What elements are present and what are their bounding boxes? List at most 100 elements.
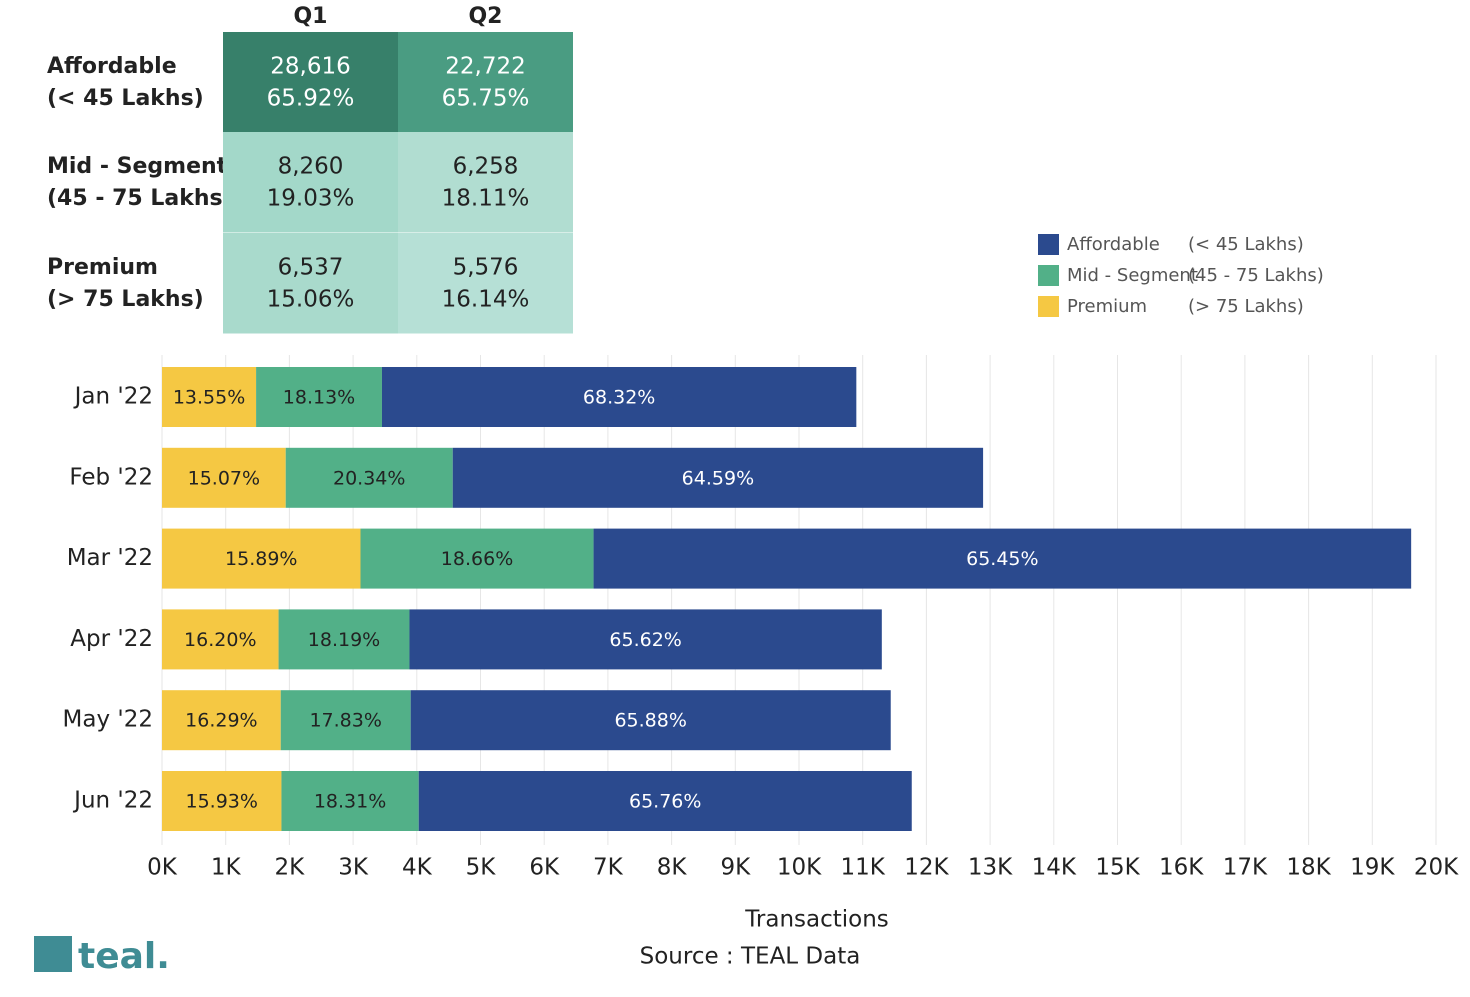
row-label: Affordable [47, 54, 177, 79]
logo-text: teal. [78, 936, 170, 977]
x-tick-label: 11K [841, 855, 886, 881]
table-cell [398, 32, 573, 133]
cell-text: 22,722 [445, 54, 525, 80]
x-tick-label: 19K [1350, 855, 1395, 881]
x-tick-label: 18K [1286, 855, 1331, 881]
source: Source : TEAL Data [640, 944, 861, 970]
segment-label: 65.62% [609, 629, 681, 651]
logo-mark [34, 936, 72, 972]
segment-label: 13.55% [173, 387, 245, 409]
y-tick-label: Jan '22 [73, 384, 153, 410]
bar-segment [162, 771, 282, 831]
table-cell [223, 32, 398, 133]
segment-label: 17.83% [309, 710, 381, 732]
bar-segment [280, 690, 411, 751]
cell-text: 19.03% [267, 186, 355, 212]
cell-text: 5,576 [453, 255, 519, 281]
row-label: Mid - Segment [47, 154, 228, 179]
y-tick-label: Feb '22 [69, 464, 153, 490]
bar-segment [410, 690, 891, 751]
bar-segment [162, 609, 279, 670]
cell-text: 15.06% [267, 287, 355, 313]
x-tick-label: 3K [338, 855, 369, 881]
bar-segment [281, 771, 419, 831]
legend-swatch [1038, 265, 1059, 286]
legend-swatch [1038, 296, 1059, 317]
segment-label: 65.76% [629, 791, 701, 813]
bar-segment [452, 447, 984, 508]
x-tick-label: 12K [904, 855, 949, 881]
bar-segment [593, 528, 1412, 589]
cell-text: 6,258 [453, 154, 519, 180]
x-tick-label: 1K [211, 855, 242, 881]
legend-range: (45 - 75 Lakhs) [1188, 265, 1324, 286]
bar-segment [285, 447, 453, 508]
x-tick-label: 14K [1032, 855, 1077, 881]
bar-segment [418, 771, 912, 831]
segment-label: 65.88% [614, 710, 686, 732]
x-tick-label: 16K [1159, 855, 1204, 881]
segment-label: 18.31% [314, 791, 386, 813]
legend-label: Premium [1067, 296, 1147, 317]
cell-text: 8,260 [278, 154, 344, 180]
cell-text: 18.11% [442, 186, 530, 212]
row-label: Premium [47, 255, 158, 280]
legend-label: Affordable [1067, 234, 1160, 255]
legend-range: (< 45 Lakhs) [1188, 234, 1304, 255]
x-tick-label: 7K [593, 855, 624, 881]
x-tick-label: 8K [657, 855, 688, 881]
segment-label: 15.89% [225, 548, 297, 570]
segment-label: 20.34% [333, 467, 405, 489]
x-axis-title: Transactions [744, 907, 889, 933]
x-tick-label: 0K [147, 855, 178, 881]
y-tick-label: Mar '22 [67, 545, 153, 571]
x-tick-label: 9K [720, 855, 751, 881]
bar-segment [162, 447, 286, 508]
bar-segment [256, 367, 382, 427]
bar-segment [162, 528, 361, 589]
x-tick-label: 2K [275, 855, 306, 881]
x-tick-label: 15K [1095, 855, 1140, 881]
row-label: (45 - 75 Lakhs) [47, 186, 233, 211]
x-tick-label: 13K [968, 855, 1013, 881]
cell-text: 65.92% [267, 86, 355, 112]
table-cell [398, 233, 573, 334]
bar-segment [162, 690, 281, 751]
table-cell [223, 233, 398, 334]
segment-label: 18.13% [283, 387, 355, 409]
legend-swatch [1038, 234, 1059, 255]
segment-label: 18.19% [308, 629, 380, 651]
cell-text: 6,537 [278, 255, 344, 281]
segment-label: 65.45% [966, 548, 1038, 570]
x-tick-label: 4K [402, 855, 433, 881]
row-label: (> 75 Lakhs) [47, 287, 204, 312]
bar-segment [360, 528, 594, 589]
segment-label: 15.93% [185, 791, 257, 813]
segment-label: 68.32% [583, 387, 655, 409]
table-cell [398, 132, 573, 233]
table-cell [223, 132, 398, 233]
segment-label: 16.20% [184, 629, 256, 651]
column-header: Q1 [293, 4, 327, 29]
segment-label: 18.66% [441, 548, 513, 570]
cell-text: 65.75% [442, 86, 530, 112]
cell-text: 16.14% [442, 287, 530, 313]
x-tick-label: 10K [777, 855, 822, 881]
bar-segment [409, 609, 882, 670]
segment-label: 16.29% [185, 710, 257, 732]
segment-label: 64.59% [682, 467, 754, 489]
bar-segment [278, 609, 410, 670]
x-tick-label: 6K [529, 855, 560, 881]
cell-text: 28,616 [270, 54, 350, 80]
x-tick-label: 17K [1223, 855, 1268, 881]
bar-segment [381, 367, 857, 427]
x-tick-label: 5K [466, 855, 497, 881]
column-header: Q2 [468, 4, 502, 29]
y-tick-label: May '22 [63, 707, 153, 733]
y-tick-label: Jun '22 [72, 788, 153, 814]
segment-label: 15.07% [188, 467, 260, 489]
legend-range: (> 75 Lakhs) [1188, 296, 1304, 317]
x-tick-label: 20K [1414, 855, 1459, 881]
row-label: (< 45 Lakhs) [47, 86, 204, 111]
